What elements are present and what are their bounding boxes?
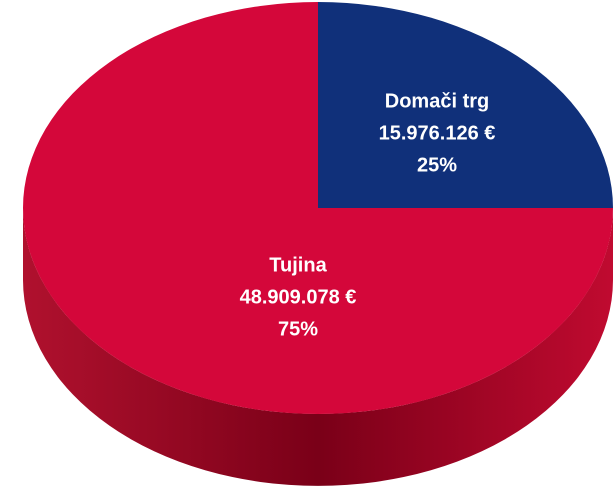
slice-label: Tujina xyxy=(269,254,327,276)
slice-amount: 48.909.078 € xyxy=(240,286,357,308)
pie-slice xyxy=(23,2,613,414)
slice-percent: 25% xyxy=(417,154,457,176)
slice-percent: 75% xyxy=(278,318,318,340)
pie-slice xyxy=(318,2,613,208)
slice-amount: 15.976.126 € xyxy=(379,122,496,144)
pie-side xyxy=(23,208,613,486)
slice-label: Domači trg xyxy=(385,90,489,112)
